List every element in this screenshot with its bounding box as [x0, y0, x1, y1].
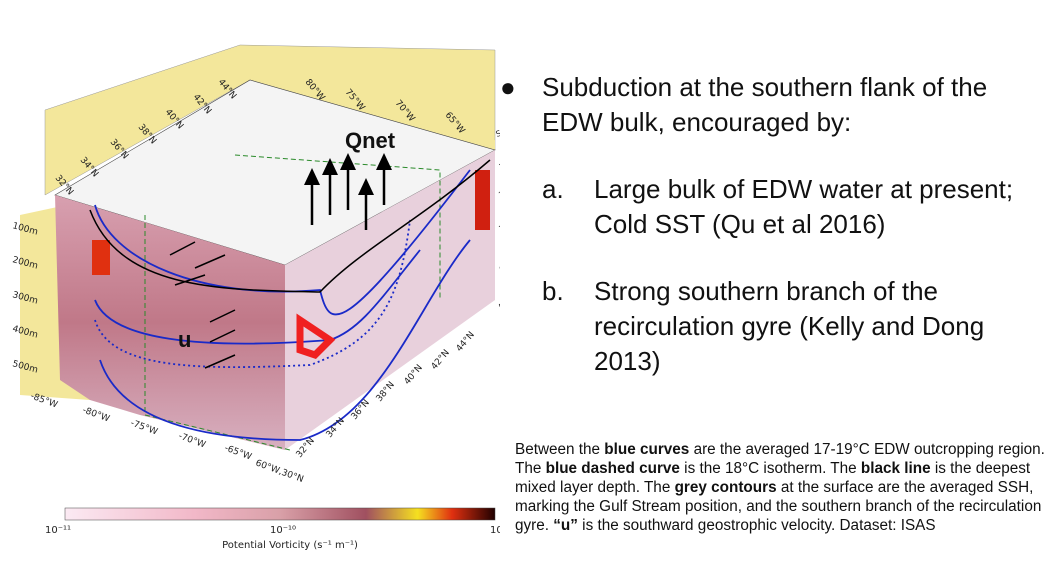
- sub-item: b. Strong southern branch of the recircul…: [542, 274, 1050, 379]
- lat-label: 40°N: [403, 363, 425, 387]
- pv-high: [475, 170, 490, 230]
- black-line: [89, 159, 491, 293]
- lat-label: 42°N: [430, 348, 452, 372]
- qnet-arrows: [310, 165, 386, 230]
- lon-label: 60°W,30°N: [254, 458, 305, 485]
- caption-part: blue dashed curve: [545, 460, 680, 477]
- bullet: ● Subduction at the southern flank of the…: [500, 70, 1050, 140]
- caption-part: is the deepest mixed layer depth. The: [515, 460, 1031, 496]
- bullet-list: ● Subduction at the southern flank of the…: [500, 70, 1050, 379]
- caption-part: are the averaged 17-19°C EDW outcropping…: [515, 441, 1045, 477]
- lon-label: -80°W: [81, 405, 111, 424]
- colorbar-tick-label: 10⁻¹¹: [45, 525, 71, 536]
- blue-curve: [94, 169, 471, 316]
- colorbar-label: Potential Vorticity (s⁻¹ m⁻¹): [222, 540, 358, 551]
- u-arrows: [169, 241, 236, 369]
- depth-label: 400m: [498, 255, 500, 271]
- caption-part: at the surface are the averaged SSH, mar…: [515, 479, 1042, 534]
- bullet-text: Subduction at the southern flank of the …: [542, 72, 988, 137]
- lon-label: -75°W: [129, 418, 159, 437]
- depth-label: 100m: [498, 155, 500, 171]
- qnet-arrowheads: [304, 153, 392, 195]
- depth-label: Surface: [495, 120, 500, 139]
- caption-part: is the 18°C isotherm. The: [679, 460, 861, 477]
- lat-label: 44°N: [455, 330, 477, 354]
- blue-curve: [99, 239, 471, 441]
- red-arrow: [296, 313, 336, 360]
- caption-part: grey contours: [674, 479, 777, 496]
- front-face: [55, 195, 285, 450]
- caption-part: blue curves: [604, 441, 690, 458]
- pv-high: [92, 240, 110, 275]
- item-marker: a.: [542, 174, 564, 204]
- caption-part: “u”: [553, 517, 578, 534]
- caption-part: is the southward geostrophic velocity. D…: [577, 517, 936, 534]
- colorbar-tick-label: 10⁻⁹: [490, 525, 500, 536]
- box-outline: [234, 154, 441, 300]
- u-label: u: [178, 327, 191, 352]
- colorbar: [64, 507, 496, 521]
- caption: Between the blue curves are the averaged…: [515, 440, 1045, 535]
- depth-label: 200m: [498, 183, 500, 199]
- item-text: Strong southern branch of the recirculat…: [594, 276, 985, 376]
- blue-dashed-curve: [94, 219, 411, 369]
- colorbar-tick-label: 10⁻¹⁰: [270, 525, 296, 536]
- lat-label: 34°N: [325, 416, 347, 440]
- caption-part: black line: [860, 460, 931, 477]
- item-marker: b.: [542, 276, 564, 306]
- figure: 44°N42°N40°N38°N36°N34°N32°N80°W 75°W 70°W…: [11, 44, 500, 551]
- lon-label: -65°W: [223, 443, 253, 462]
- caption-part: Between the: [515, 441, 605, 458]
- box-outline: [144, 215, 291, 451]
- qnet-label: Qnet: [345, 128, 396, 153]
- lat-label: 36°N: [350, 398, 372, 422]
- depth-label: 300m: [498, 217, 500, 233]
- side-face: [285, 150, 495, 450]
- lon-label: -70°W: [177, 431, 207, 450]
- item-text: Large bulk of EDW water at present; Cold…: [594, 174, 1014, 239]
- lat-label: 38°N: [375, 380, 397, 404]
- sub-item: a. Large bulk of EDW water at present; Co…: [542, 172, 1050, 242]
- depth-label: 500m: [498, 295, 500, 311]
